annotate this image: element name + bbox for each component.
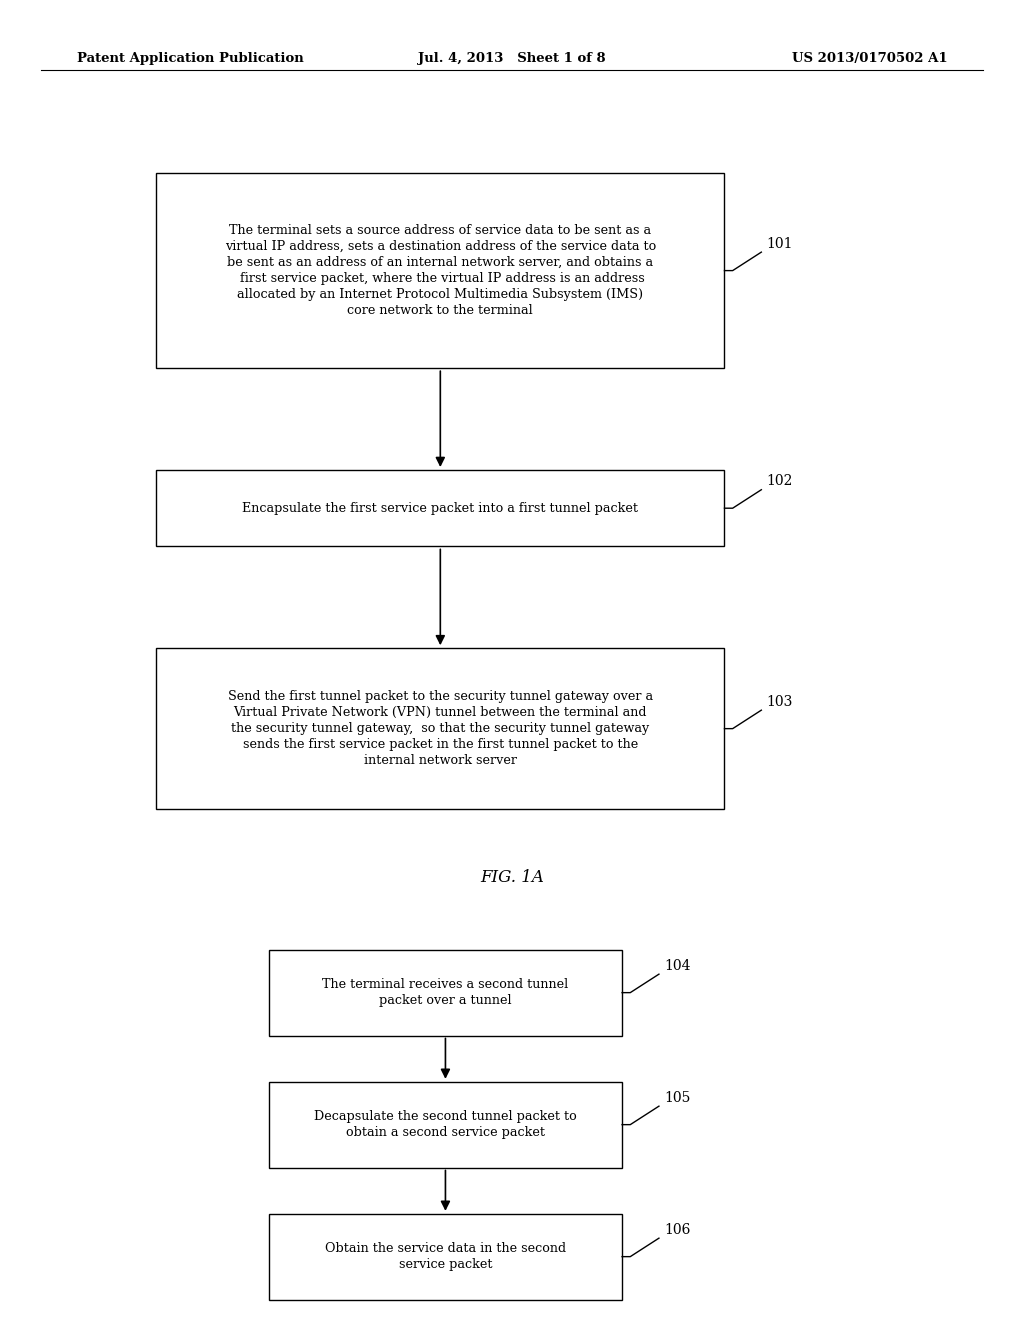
- Text: Obtain the service data in the second
service packet: Obtain the service data in the second se…: [325, 1242, 566, 1271]
- FancyBboxPatch shape: [156, 173, 725, 368]
- FancyBboxPatch shape: [156, 470, 725, 546]
- FancyBboxPatch shape: [268, 1082, 622, 1168]
- Text: Decapsulate the second tunnel packet to
obtain a second service packet: Decapsulate the second tunnel packet to …: [314, 1110, 577, 1139]
- Text: FIG. 1A: FIG. 1A: [480, 870, 544, 886]
- Text: 102: 102: [766, 474, 793, 488]
- FancyBboxPatch shape: [268, 950, 622, 1035]
- FancyBboxPatch shape: [268, 1214, 622, 1299]
- Text: 103: 103: [766, 694, 793, 709]
- Text: The terminal receives a second tunnel
packet over a tunnel: The terminal receives a second tunnel pa…: [323, 978, 568, 1007]
- Text: Patent Application Publication: Patent Application Publication: [77, 51, 303, 65]
- Text: 104: 104: [664, 958, 690, 973]
- Text: 101: 101: [766, 236, 793, 251]
- Text: The terminal sets a source address of service data to be sent as a
virtual IP ad: The terminal sets a source address of se…: [224, 224, 656, 317]
- Text: Encapsulate the first service packet into a first tunnel packet: Encapsulate the first service packet int…: [243, 502, 638, 515]
- Text: Jul. 4, 2013   Sheet 1 of 8: Jul. 4, 2013 Sheet 1 of 8: [418, 51, 606, 65]
- Text: Send the first tunnel packet to the security tunnel gateway over a
Virtual Priva: Send the first tunnel packet to the secu…: [227, 690, 653, 767]
- Text: 105: 105: [664, 1090, 690, 1105]
- Text: 106: 106: [664, 1222, 690, 1237]
- Text: US 2013/0170502 A1: US 2013/0170502 A1: [792, 51, 947, 65]
- FancyBboxPatch shape: [156, 648, 725, 809]
